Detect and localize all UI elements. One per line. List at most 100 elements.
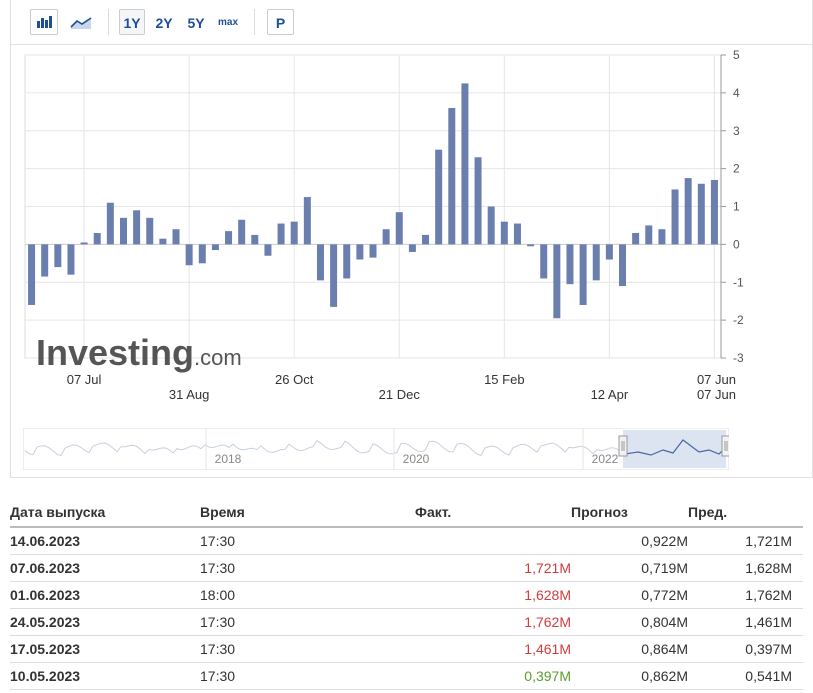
bar[interactable]	[566, 244, 574, 285]
toolbar-separator	[108, 9, 109, 35]
bar-chart-type-button[interactable]	[30, 9, 58, 35]
area-chart-type-button[interactable]	[66, 9, 96, 35]
header-date[interactable]: Дата выпуска	[10, 498, 200, 528]
bar[interactable]	[500, 221, 508, 245]
bar[interactable]	[28, 244, 36, 305]
range-1y-button[interactable]: 1Y	[119, 9, 145, 35]
row-time: 17:30	[200, 662, 415, 690]
x-tick-label: 07 Jul	[67, 372, 102, 387]
bar[interactable]	[330, 244, 338, 307]
table-row: 07.06.2023 17:30 1,721M 0,719M 1,628M	[10, 554, 803, 582]
y-tick-label: 4	[733, 86, 740, 100]
row-date: 24.05.2023	[10, 608, 200, 636]
bar[interactable]	[619, 244, 627, 287]
bar[interactable]	[343, 244, 351, 279]
row-date: 01.06.2023	[10, 581, 200, 609]
bar[interactable]	[238, 219, 246, 245]
bar[interactable]	[579, 244, 587, 305]
bar[interactable]	[448, 108, 456, 245]
range-max-button[interactable]: max	[217, 17, 238, 28]
table-row: 24.05.2023 17:30 1,762M 0,804M 1,461M	[10, 608, 803, 636]
bar[interactable]	[316, 244, 324, 281]
bar[interactable]	[671, 189, 679, 245]
row-fact: 1,628M	[415, 581, 571, 609]
x-tick-label: 15 Feb	[484, 372, 524, 387]
bar[interactable]	[408, 244, 416, 252]
x-tick-label: 21 Dec	[379, 387, 421, 402]
header-forecast[interactable]: Прогноз	[571, 498, 688, 528]
bar[interactable]	[303, 197, 311, 245]
bar[interactable]	[658, 229, 666, 245]
x-tick-label: 26 Oct	[275, 372, 314, 387]
bar[interactable]	[211, 244, 219, 251]
bar[interactable]	[264, 244, 272, 256]
bar[interactable]	[553, 244, 561, 319]
row-date: 14.06.2023	[10, 527, 200, 555]
bar[interactable]	[422, 234, 430, 245]
bar[interactable]	[710, 179, 718, 245]
navigator-selection[interactable]	[623, 430, 726, 468]
y-tick-label: 3	[733, 124, 740, 138]
bar[interactable]	[251, 234, 259, 245]
bar-chart-icon	[37, 16, 52, 28]
bar[interactable]	[632, 233, 640, 245]
bar[interactable]	[527, 244, 535, 247]
bar[interactable]	[80, 242, 88, 245]
range-2y-button[interactable]: 2Y	[155, 15, 173, 31]
bar[interactable]	[540, 244, 548, 279]
range-5y-button[interactable]: 5Y	[187, 15, 205, 31]
bar[interactable]	[225, 231, 233, 245]
header-time[interactable]: Время	[200, 498, 415, 528]
bar[interactable]	[395, 212, 403, 245]
bar[interactable]	[172, 229, 180, 245]
y-tick-label: -2	[733, 313, 744, 327]
bar[interactable]	[697, 183, 705, 245]
bar[interactable]	[356, 244, 364, 260]
x-tick-label: 07 Jun	[697, 372, 736, 387]
row-forecast: 0,864M	[571, 635, 688, 663]
bar[interactable]	[67, 244, 75, 275]
header-prev[interactable]: Пред.	[688, 498, 803, 528]
navigator-line	[24, 439, 726, 457]
bar[interactable]	[684, 178, 692, 245]
bar[interactable]	[133, 210, 141, 245]
bar[interactable]	[54, 244, 62, 268]
bar[interactable]	[369, 244, 377, 258]
time-navigator[interactable]: 2018 2020 2022	[23, 428, 729, 470]
bar[interactable]	[290, 221, 298, 245]
header-fact[interactable]: Факт.	[415, 498, 571, 528]
bar[interactable]	[41, 244, 49, 277]
toolbar-separator	[254, 9, 255, 35]
bar[interactable]	[119, 217, 127, 245]
bar[interactable]	[382, 229, 390, 245]
bar[interactable]	[461, 83, 469, 245]
table-row: 17.05.2023 17:30 1,461M 0,864M 0,397M	[10, 635, 803, 663]
table-row: 01.06.2023 18:00 1,628M 0,772M 1,762M	[10, 581, 803, 609]
row-time: 17:30	[200, 554, 415, 582]
bar[interactable]	[185, 244, 193, 266]
row-prev: 0,541M	[688, 662, 803, 690]
bar[interactable]	[605, 244, 613, 260]
bar[interactable]	[435, 149, 443, 245]
bar[interactable]	[146, 217, 154, 245]
bar[interactable]	[159, 238, 167, 245]
bar[interactable]	[106, 202, 114, 245]
row-time: 17:30	[200, 608, 415, 636]
chart-toolbar: 1Y 2Y 5Y max P	[11, 0, 813, 45]
y-tick-label: 1	[733, 200, 740, 214]
bar[interactable]	[474, 157, 482, 245]
row-prev: 1,461M	[688, 608, 803, 636]
navigator-handle[interactable]	[618, 435, 628, 457]
bar[interactable]	[277, 223, 285, 245]
row-forecast: 0,922M	[571, 527, 688, 555]
p-button[interactable]: P	[267, 9, 294, 35]
bar[interactable]	[513, 223, 521, 245]
row-prev: 1,721M	[688, 527, 803, 555]
bar[interactable]	[198, 244, 206, 264]
bar[interactable]	[592, 244, 600, 281]
bar[interactable]	[487, 206, 495, 245]
bar[interactable]	[645, 225, 653, 245]
row-date: 17.05.2023	[10, 635, 200, 663]
bar[interactable]	[93, 233, 101, 245]
row-prev: 1,628M	[688, 554, 803, 582]
